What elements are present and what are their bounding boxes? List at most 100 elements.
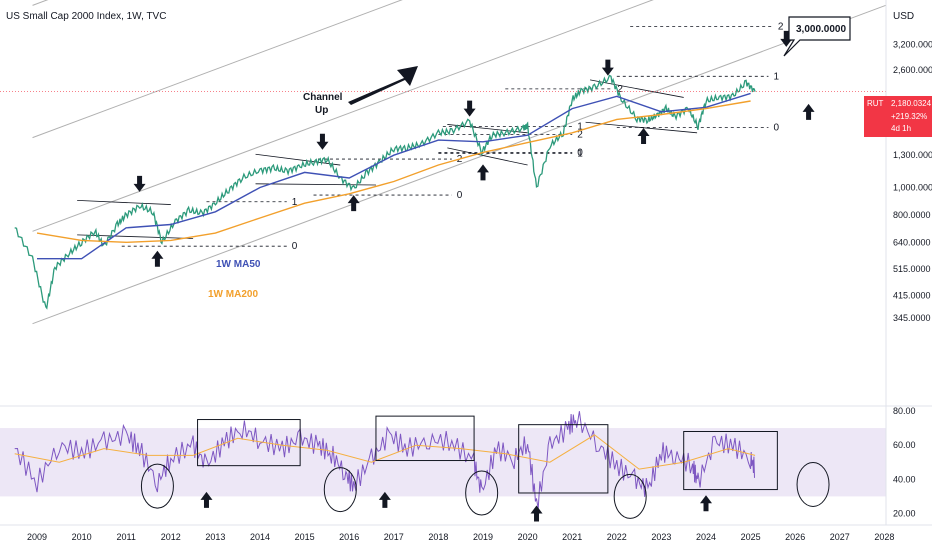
fib-level-label: 1 [577,148,583,159]
rsi-line [14,411,755,510]
y-tick-label: 640.0000 [893,237,931,247]
up-arrow-icon [151,250,164,267]
channel-line [32,4,886,325]
fib-level-label: 2 [617,84,623,95]
fib-level-label: 0 [773,122,779,133]
x-tick-label: 2013 [205,532,225,542]
ma50-line [37,92,751,260]
channel-up-label-line1: Channel [303,92,343,103]
x-tick-label: 2009 [27,532,47,542]
price-tag-price: 2,180.0324 [891,99,932,108]
down-arrow-icon [601,59,614,76]
ma200-label: 1W MA200 [208,289,258,300]
x-tick-label: 2024 [696,532,716,542]
rsi-range-box [375,415,475,462]
y-tick-label: 415.0000 [893,291,931,301]
price-tag: RUT 2,180.0324 +219.32% 4d 1h [864,96,932,137]
rsi-tick-label: 60.00 [893,440,916,450]
x-tick-label: 2015 [295,532,315,542]
arrow-markers [133,30,815,522]
y-tick-label: 800.0000 [893,210,931,220]
x-tick-label: 2023 [651,532,671,542]
y-tick-label: 1,000.0000 [893,182,932,192]
up-arrow-icon [637,127,650,144]
fib-level-label: 0 [457,190,463,201]
x-tick-label: 2017 [384,532,404,542]
fib-level-label: 2 [778,22,784,33]
down-arrow-icon [133,175,146,192]
x-tick-label: 2020 [518,532,538,542]
rsi-range-box [197,419,301,467]
x-tick-label: 2028 [874,532,894,542]
rsi-series [14,411,756,510]
channel-up-arrow-icon [348,66,418,105]
x-tick-label: 2010 [72,532,92,542]
x-tick-label: 2019 [473,532,493,542]
ma50-label: 1W MA50 [216,259,261,270]
currency-label: USD [893,11,914,22]
x-tick-label: 2021 [562,532,582,542]
y-tick-label: 2,600.0000 [893,65,932,75]
y-tick-label: 515.0000 [893,264,931,274]
channel-lines [32,0,886,325]
price-tag-symbol: RUT [867,99,884,108]
pattern-line [447,147,528,166]
x-tick-label: 2011 [117,532,136,542]
pattern-line [585,121,698,134]
rsi-low-circle [613,473,647,519]
channel-line [32,0,654,232]
target-label: 3,000.0000 [796,24,846,35]
fib-level-label: 1 [773,71,779,82]
up-arrow-icon [347,195,360,212]
price-series-line [14,74,756,310]
up-arrow-icon [802,103,815,120]
ma200-line [36,100,751,244]
fib-level-label: 2 [577,129,583,140]
fib-level-label: 0 [292,241,298,252]
x-tick-label: 2018 [428,532,448,542]
x-tick-label: 2016 [339,532,359,542]
target-callout: 3,000.0000 [783,16,851,57]
channel-line [32,0,49,6]
up-arrow-icon [378,491,391,508]
rsi-low-circle [323,467,357,513]
annotation-shapes [140,415,830,519]
down-arrow-icon [463,100,476,117]
pattern-line [255,183,376,186]
price-tag-countdown: 4d 1h [891,124,911,133]
channel-line [32,0,403,139]
fib-level-label: 1 [292,197,298,208]
rsi-low-circle [140,463,174,509]
price-series [0,74,886,310]
rsi-tick-label: 20.00 [893,508,916,518]
up-arrow-icon [477,164,489,181]
rsi-ma-line [14,434,756,470]
fib-level-label: 1 [577,122,583,133]
rsi-low-circle [796,461,830,507]
rsi-tick-label: 40.00 [893,474,916,484]
x-tick-label: 2026 [785,532,805,542]
pattern-line [255,153,341,166]
y-tick-label: 1,300.0000 [893,150,932,160]
y-tick-label: 3,200.0000 [893,40,932,50]
down-arrow-icon [780,30,793,47]
fib-level-label: 0 [577,147,583,158]
pattern-line [77,200,171,205]
x-tick-label: 2025 [741,532,761,542]
rsi-range-box [518,424,609,494]
rsi-range-box [683,430,778,491]
up-arrow-icon [700,495,712,512]
rsi-low-circle [465,470,499,516]
y-tick-label: 345.0000 [893,313,931,323]
price-tag-change: +219.32% [891,112,927,121]
x-tick-label: 2027 [830,532,850,542]
x-tick-label: 2012 [161,532,181,542]
x-tick-label: 2022 [607,532,627,542]
down-arrow-icon [316,133,329,150]
pattern-line [77,234,194,239]
rsi-tick-label: 80.00 [893,406,916,416]
up-arrow-icon [530,505,543,522]
channel-up-label-line2: Up [315,105,328,116]
